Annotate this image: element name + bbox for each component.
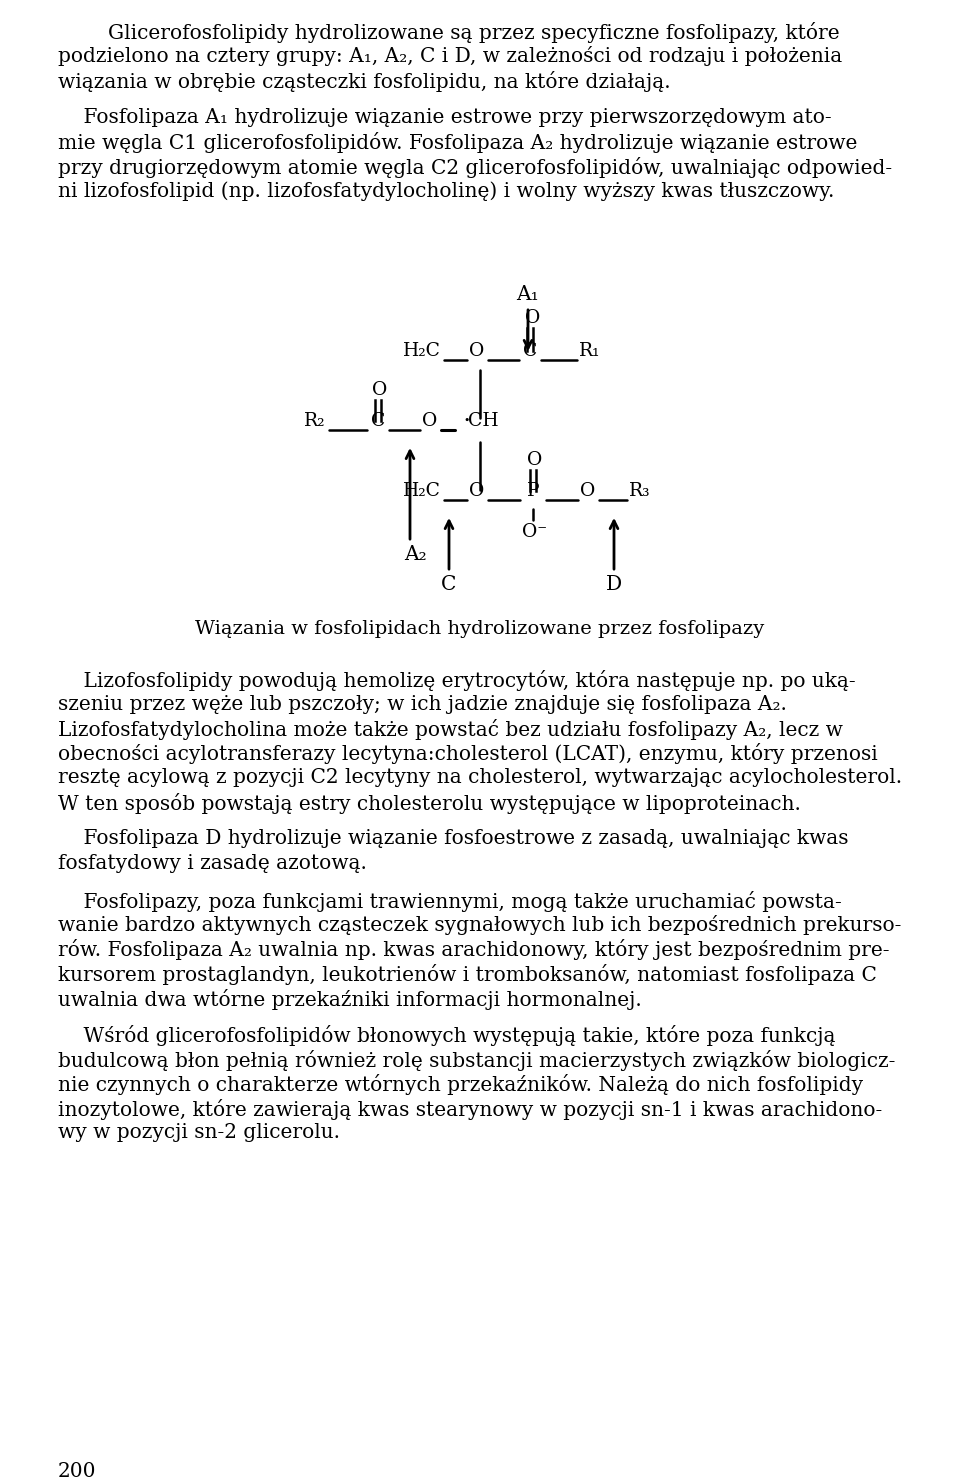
Text: kursorem prostaglandyn, leukotrienów i tromboksanów, natomiast fosfolipaza C: kursorem prostaglandyn, leukotrienów i t… [58, 963, 876, 986]
Text: W ten sposób powstają estry cholesterolu występujące w lipoproteinach.: W ten sposób powstają estry cholesterolu… [58, 793, 801, 814]
Text: fosfatydowy i zasadę azotową.: fosfatydowy i zasadę azotową. [58, 854, 367, 873]
Text: A₁: A₁ [516, 285, 540, 304]
Text: CH: CH [468, 412, 498, 430]
Text: obecności acylotransferazy lecytyna:cholesterol (LCAT), enzymu, który przenosi: obecności acylotransferazy lecytyna:chol… [58, 744, 877, 765]
Text: przy drugiorzędowym atomie węgla C2 glicerofosfolipidów, uwalniając odpowied-: przy drugiorzędowym atomie węgla C2 glic… [58, 157, 892, 178]
Text: 200: 200 [58, 1463, 97, 1481]
Text: O⁻: O⁻ [522, 523, 547, 541]
Text: O: O [527, 451, 542, 468]
Text: H₂C: H₂C [403, 482, 441, 499]
Text: Wiązania w fosfolipidach hydrolizowane przez fosfolipazy: Wiązania w fosfolipidach hydrolizowane p… [196, 619, 764, 637]
Text: C: C [442, 575, 457, 594]
Text: uwalnia dwa wtórne przekaźniki informacji hormonalnej.: uwalnia dwa wtórne przekaźniki informacj… [58, 988, 641, 1009]
Text: Lizofosfatydylocholina może także powstać bez udziału fosfolipazy A₂, lecz w: Lizofosfatydylocholina może także powsta… [58, 719, 843, 740]
Text: Fosfolipazy, poza funkcjami trawiennymi, mogą także uruchamiać powsta-: Fosfolipazy, poza funkcjami trawiennymi,… [58, 891, 842, 911]
Text: H₂C: H₂C [403, 342, 441, 360]
Text: O: O [422, 412, 438, 430]
Text: podzielono na cztery grupy: A₁, A₂, C i D, w zależności od rodzaju i położenia: podzielono na cztery grupy: A₁, A₂, C i … [58, 46, 842, 67]
Text: rów. Fosfolipaza A₂ uwalnia np. kwas arachidonowy, który jest bezpośrednim pre-: rów. Fosfolipaza A₂ uwalnia np. kwas ara… [58, 940, 890, 960]
Text: A₂: A₂ [404, 545, 426, 565]
Text: mie węgla C1 glicerofosfolipidów. Fosfolipaza A₂ hydrolizuje wiązanie estrowe: mie węgla C1 glicerofosfolipidów. Fosfol… [58, 132, 857, 153]
Text: wy w pozycji sn-2 glicerolu.: wy w pozycji sn-2 glicerolu. [58, 1123, 340, 1143]
Text: nie czynnych o charakterze wtórnych przekaźników. Należą do nich fosfolipidy: nie czynnych o charakterze wtórnych prze… [58, 1074, 863, 1095]
Text: ni lizofosfolipid (np. lizofosfatydylocholinę) i wolny wyższy kwas tłuszczowy.: ni lizofosfolipid (np. lizofosfatydyloch… [58, 181, 834, 202]
Text: P: P [527, 482, 540, 499]
Text: wiązania w obrębie cząsteczki fosfolipidu, na które działają.: wiązania w obrębie cząsteczki fosfolipid… [58, 71, 671, 92]
Text: D: D [606, 575, 622, 594]
Text: Fosfolipaza A₁ hydrolizuje wiązanie estrowe przy pierwszorzędowym ato-: Fosfolipaza A₁ hydrolizuje wiązanie estr… [58, 108, 831, 127]
Text: Glicerofosfolipidy hydrolizowane są przez specyficzne fosfolipazy, które: Glicerofosfolipidy hydrolizowane są prze… [108, 22, 840, 43]
Text: R₃: R₃ [629, 482, 651, 499]
Text: szeniu przez węże lub pszczoły; w ich jadzie znajduje się fosfolipaza A₂.: szeniu przez węże lub pszczoły; w ich ja… [58, 695, 787, 713]
Text: O: O [581, 482, 595, 499]
Text: wanie bardzo aktywnych cząsteczek sygnałowych lub ich bezpośrednich prekurso-: wanie bardzo aktywnych cząsteczek sygnał… [58, 914, 901, 935]
Text: C: C [523, 342, 538, 360]
Text: budulcową błon pełnią również rolę substancji macierzystych związków biologicz-: budulcową błon pełnią również rolę subst… [58, 1049, 896, 1071]
Text: inozytolowe, które zawierają kwas stearynowy w pozycji sn-1 i kwas arachidono-: inozytolowe, które zawierają kwas steary… [58, 1098, 882, 1120]
Text: R₂: R₂ [304, 412, 325, 430]
Text: O: O [525, 310, 540, 328]
Text: O: O [372, 381, 388, 399]
Text: C: C [371, 412, 385, 430]
Text: ⋅: ⋅ [463, 409, 471, 433]
Text: Wśród glicerofosfolipidów błonowych występują takie, które poza funkcją: Wśród glicerofosfolipidów błonowych wyst… [58, 1026, 835, 1046]
Text: R₁: R₁ [579, 342, 601, 360]
Text: Lizofosfolipidy powodują hemolizę erytrocytów, która następuje np. po uką-: Lizofosfolipidy powodują hemolizę erytro… [58, 670, 855, 691]
Text: resztę acylową z pozycji C2 lecytyny na cholesterol, wytwarzając acylocholestero: resztę acylową z pozycji C2 lecytyny na … [58, 768, 902, 787]
Text: O: O [469, 482, 485, 499]
Text: O: O [469, 342, 485, 360]
Text: Fosfolipaza D hydrolizuje wiązanie fosfoestrowe z zasadą, uwalniając kwas: Fosfolipaza D hydrolizuje wiązanie fosfo… [58, 830, 849, 848]
